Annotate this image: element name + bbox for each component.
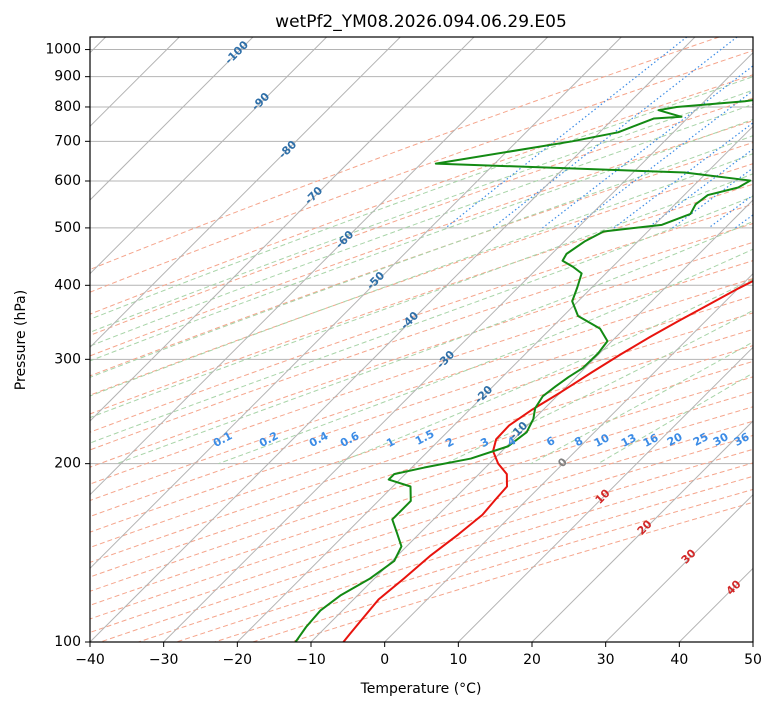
x-tick-label: 40 [670,652,688,668]
dewpoint-profile [294,99,753,642]
x-tick-label: 30 [597,652,615,668]
dry-adiabat [90,376,753,592]
plot-frame [89,36,754,643]
isotherm-line [236,125,753,642]
isotherm-line [605,493,753,642]
mixing-ratio-line [672,167,753,229]
x-tick-label: −20 [223,652,253,668]
x-tick-label: 20 [523,652,541,668]
dry-adiabat [90,391,753,606]
chart-title: wetPf2_YM08.2026.094.06.29.E05 [275,12,567,32]
isotherm-line [90,37,549,496]
moist-adiabat [90,76,753,320]
mixing-ratio-label: 36 [732,430,752,449]
dry-adiabat [90,97,753,336]
isotherm-line [310,199,753,642]
mixing-ratio-line [542,65,753,229]
isotherm-line [384,272,753,642]
y-tick-label: 900 [54,69,81,85]
mixing-ratio-label: 16 [641,431,661,450]
mixing-ratio-label: 30 [711,430,731,449]
isotherm-line [531,420,753,642]
mixing-ratio-label: 20 [665,430,685,449]
y-tick-label: 1000 [45,42,81,58]
dry-adiabat [90,295,753,518]
dry-adiabat [90,163,753,396]
x-tick-label: −30 [149,652,179,668]
x-tick-label: 10 [449,652,467,668]
y-tick-label: 500 [54,220,81,236]
dry-adiabat [90,360,753,578]
y-tick-label: 600 [54,173,81,189]
x-tick-label: −10 [296,652,326,668]
dry-adiabat [90,183,753,415]
y-tick-label: 700 [54,133,81,149]
mixing-ratio-label: 13 [619,431,639,450]
isotherm-line [90,37,328,275]
moist-adiabat [335,278,753,465]
plot-area [90,37,753,642]
moist-adiabat [218,248,753,465]
x-tick-label: 0 [380,652,389,668]
mixing-ratio-label: 25 [691,430,711,449]
y-tick-label: 800 [54,99,81,115]
x-tick-label: 50 [744,652,762,668]
moist-adiabat [90,195,753,444]
isotherm-line [90,37,475,422]
y-axis-label: Pressure (hPa) [13,290,29,390]
dry-adiabat [90,260,753,485]
dry-adiabat [90,277,753,502]
isotherm-line [163,51,753,642]
mixing-ratio-line [572,89,753,229]
y-tick-label: 100 [54,634,81,650]
y-tick-label: 400 [54,277,81,293]
x-axis-label: Temperature (°C) [360,681,482,697]
moist-adiabat [90,173,753,419]
dry-adiabat [90,37,720,271]
isotherm-line [90,37,254,201]
x-tick-label: −40 [75,652,105,668]
y-tick-label: 300 [54,351,81,367]
dry-adiabat [90,345,753,563]
isotherm-line [457,346,753,642]
isotherm-line [90,37,401,349]
dry-adiabat [90,328,753,548]
dry-adiabat [90,312,753,533]
moist-adiabat [90,135,753,378]
dry-adiabat [90,142,753,377]
moist-adiabat [90,153,753,397]
y-tick-label: 200 [54,456,81,472]
isotherm-line [90,37,622,570]
dry-adiabat [90,50,753,293]
mixing-ratio-label: 10 [592,431,612,450]
